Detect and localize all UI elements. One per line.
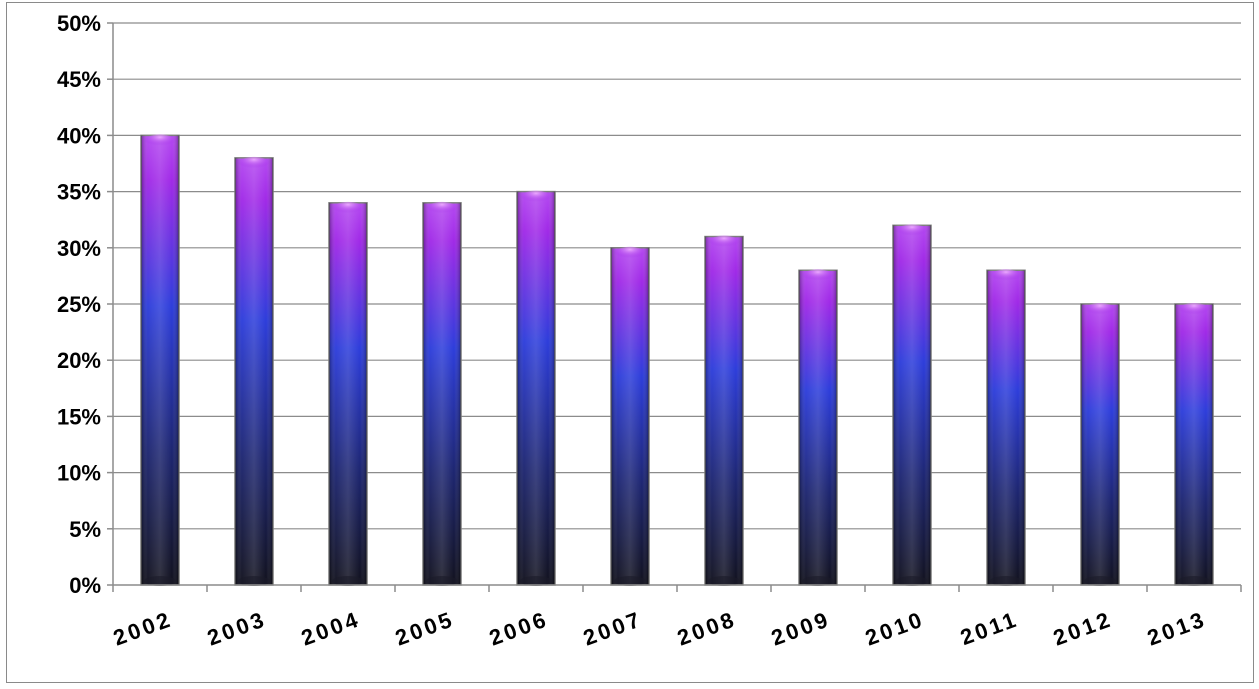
bar-2007 [610, 246, 650, 586]
bar-base-shadow [238, 576, 270, 586]
bar-cap-highlight [1084, 303, 1116, 317]
bar-cap-highlight [332, 201, 364, 216]
bar-shine [1081, 304, 1119, 585]
x-tick-label: 2013 [1144, 606, 1210, 650]
chart-frame: 0% 5% 10% 15% 20% 25% 30% 35% 40% 45% 50% 2002 2003… [6, 2, 1254, 683]
bar-shine [987, 270, 1025, 585]
bar-shine [517, 191, 555, 585]
bar-cap-highlight [614, 246, 646, 261]
bar-base-shadow [990, 576, 1022, 586]
x-tick-label: 2006 [486, 606, 552, 650]
axes [107, 22, 1242, 592]
bar-shine [235, 157, 273, 585]
bar-shine [141, 135, 179, 585]
bar-2005 [422, 201, 462, 586]
bar-2008 [704, 235, 744, 586]
bar-2013 [1174, 303, 1214, 586]
x-tick-label: 2011 [957, 606, 1022, 650]
bar-2010 [892, 224, 932, 586]
x-axis-tick-labels: 2002 2003 2004 2005 2006 2007 2008 2009 2010 2011… [110, 606, 1210, 650]
bar-cap-highlight [238, 156, 270, 171]
y-tick-label: 30% [57, 236, 101, 261]
bar-shine [611, 247, 649, 586]
x-tick-label: 2007 [580, 606, 646, 650]
bar-shine [329, 202, 367, 585]
x-tick-label: 2012 [1050, 606, 1116, 650]
bar-base-shadow [332, 576, 364, 586]
y-tick-label: 45% [57, 67, 101, 92]
y-tick-label: 40% [57, 123, 101, 148]
x-tick-label: 2010 [862, 606, 928, 650]
y-tick-label: 5% [69, 517, 101, 542]
bar-cap-highlight [144, 134, 176, 149]
bar-2012 [1080, 303, 1120, 586]
bar-shine [423, 202, 461, 585]
bar-shine [799, 270, 837, 585]
y-tick-label: 0% [69, 573, 101, 598]
x-tick-label: 2009 [768, 606, 834, 650]
bar-base-shadow [520, 576, 552, 586]
bar-base-shadow [896, 576, 928, 586]
bar-cap-highlight [426, 201, 458, 216]
x-tick-label: 2002 [110, 606, 176, 650]
y-tick-label: 35% [57, 180, 101, 205]
bar-base-shadow [426, 576, 458, 586]
bar-base-shadow [614, 576, 646, 586]
bar-base-shadow [708, 576, 740, 586]
y-axis-tick-labels: 0% 5% 10% 15% 20% 25% 30% 35% 40% 45% 50% [57, 11, 101, 598]
bar-base-shadow [144, 576, 176, 586]
bar-2011 [986, 269, 1026, 586]
bar-2003 [234, 156, 274, 586]
y-tick-label: 15% [57, 404, 101, 429]
y-tick-label: 20% [57, 348, 101, 373]
x-tick-label: 2003 [204, 606, 270, 650]
x-tick-label: 2005 [392, 606, 458, 650]
bar-cap-highlight [1178, 303, 1210, 317]
y-tick-label: 10% [57, 461, 101, 486]
bar-2006 [516, 190, 556, 586]
bar-chart: 0% 5% 10% 15% 20% 25% 30% 35% 40% 45% 50% 2002 2003… [57, 11, 1242, 651]
bar-cap-highlight [520, 190, 552, 205]
bar-shine [705, 236, 743, 585]
bar-base-shadow [802, 576, 834, 586]
bar-2009 [798, 269, 838, 586]
y-tick-label: 25% [57, 292, 101, 317]
bar-cap-highlight [802, 269, 834, 284]
bar-cap-highlight [708, 235, 740, 250]
bar-base-shadow [1178, 576, 1210, 586]
bar-2004 [328, 201, 368, 586]
bar-cap-highlight [990, 269, 1022, 284]
x-tick-label: 2008 [674, 606, 740, 650]
bar-cap-highlight [896, 224, 928, 239]
bar-base-shadow [1084, 576, 1116, 586]
x-tick-label: 2004 [298, 606, 364, 650]
bar-2002 [140, 134, 180, 586]
bar-shine [1175, 304, 1213, 585]
bar-shine [893, 225, 931, 585]
bars [140, 134, 1214, 586]
gridlines [113, 22, 1241, 530]
y-tick-label: 50% [57, 11, 101, 36]
